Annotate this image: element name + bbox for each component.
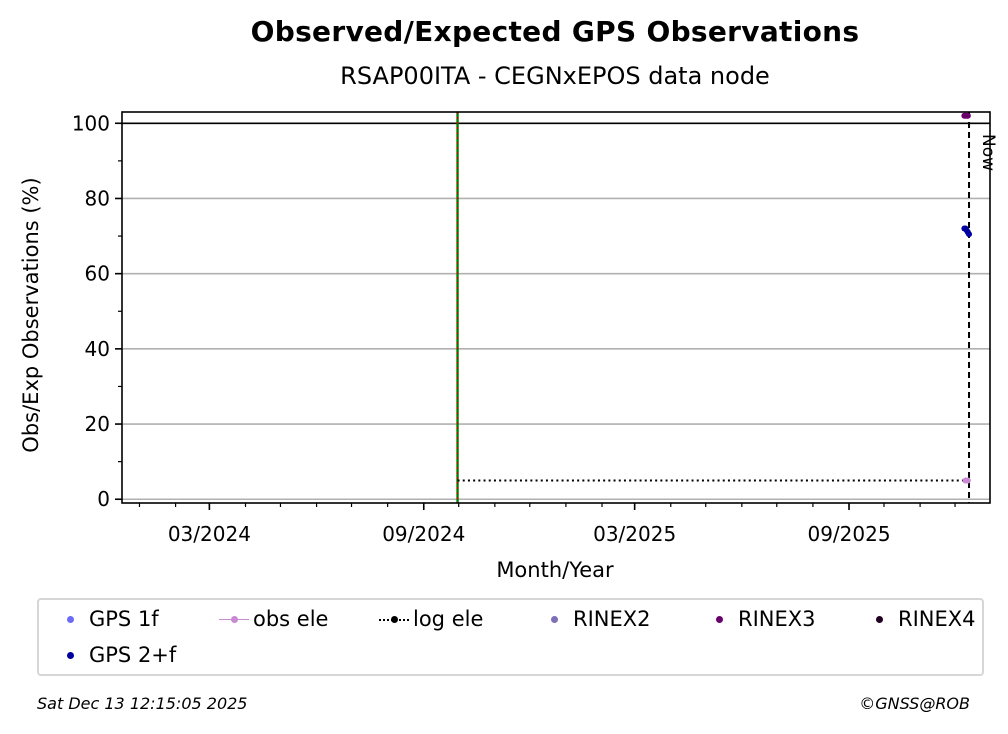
footer-credit: ©GNSS@ROB bbox=[859, 694, 970, 713]
axes: 0 20 40 60 80 100 03/2024 09/2024 03/2025 09/2025 bbox=[72, 111, 991, 546]
chart-subtitle: RSAP00ITA - CEGNxEPOS data node bbox=[340, 62, 770, 90]
legend-label: RINEX3 bbox=[738, 607, 816, 631]
legend-item-rinex2: RINEX2 bbox=[539, 606, 651, 632]
legend-item-gps-1f: GPS 1f bbox=[55, 606, 159, 632]
legend-label: RINEX4 bbox=[898, 607, 976, 631]
legend-marker bbox=[55, 645, 85, 665]
y-tick-label-20: 20 bbox=[85, 412, 110, 436]
legend-label: obs ele bbox=[253, 607, 329, 631]
y-tick-label-100: 100 bbox=[72, 111, 110, 135]
chart-plot: Now 0 20 40 60 80 100 03/2024 09/2024 03/2025 09/… bbox=[19, 111, 998, 582]
x-tick-label-03-2024: 03/2024 bbox=[168, 522, 251, 546]
point-gps-2-f-4 bbox=[966, 231, 973, 238]
legend-marker bbox=[864, 609, 894, 629]
legend-label: RINEX2 bbox=[573, 607, 651, 631]
legend-marker bbox=[219, 609, 249, 629]
x-tick-label-09-2025: 09/2025 bbox=[807, 522, 890, 546]
legend: GPS 1f obs ele log ele RINEX2 RINEX3 RINEX4 GP… bbox=[37, 598, 984, 676]
y-tick-label-80: 80 bbox=[85, 186, 110, 210]
point-rinex3-3 bbox=[964, 112, 971, 119]
reference-lines: Now bbox=[122, 112, 998, 503]
grid-lines bbox=[122, 122, 990, 501]
legend-label: GPS 1f bbox=[89, 607, 159, 631]
legend-marker bbox=[539, 609, 569, 629]
plot-frame bbox=[121, 111, 991, 504]
x-tick-label-03-2025: 03/2025 bbox=[593, 522, 676, 546]
legend-label: GPS 2+f bbox=[89, 643, 177, 667]
legend-item-rinex4: RINEX4 bbox=[864, 606, 976, 632]
y-tick-label-0: 0 bbox=[97, 487, 110, 511]
point-obs-ele-1 bbox=[964, 477, 971, 484]
legend-item-log-ele: log ele bbox=[379, 606, 483, 632]
legend-item-rinex3: RINEX3 bbox=[704, 606, 816, 632]
legend-item-obs-ele: obs ele bbox=[219, 606, 328, 632]
legend-marker bbox=[379, 609, 409, 629]
y-axis-label: Obs/Exp Observations (%) bbox=[19, 177, 43, 452]
x-tick-label-09-2024: 09/2024 bbox=[382, 522, 465, 546]
now-label: Now bbox=[978, 134, 998, 171]
legend-marker bbox=[704, 609, 734, 629]
x-axis-label: Month/Year bbox=[496, 558, 614, 582]
chart-title: Observed/Expected GPS Observations bbox=[250, 15, 860, 48]
footer-timestamp: Sat Dec 13 12:15:05 2025 bbox=[37, 694, 248, 713]
legend-label: log ele bbox=[413, 607, 484, 631]
y-tick-label-40: 40 bbox=[85, 337, 110, 361]
legend-item-gps-2-f: GPS 2+f bbox=[55, 642, 176, 668]
data-series bbox=[457, 112, 973, 484]
y-tick-label-60: 60 bbox=[85, 262, 110, 286]
legend-marker bbox=[55, 609, 85, 629]
